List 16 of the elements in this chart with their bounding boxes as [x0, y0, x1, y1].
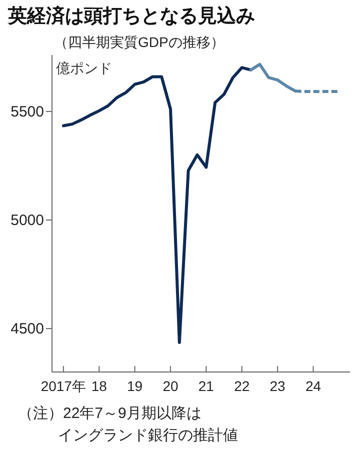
x-tick-label: 21 — [198, 378, 214, 394]
x-tick-label: 2017年 — [40, 378, 86, 394]
x-tick-label: 18 — [91, 378, 108, 394]
y-tick-label: 4500 — [10, 320, 44, 338]
chart-subtitle: （四半期実質GDPの推移） — [54, 34, 224, 50]
x-tick-label: 20 — [162, 378, 178, 394]
chart-title: 英経済は頭打ちとなる見込み — [7, 5, 255, 27]
y-axis-title: 億ポンド — [56, 60, 112, 76]
text: イングランド銀行の推計値 — [58, 427, 238, 444]
x-tick-label: 22 — [234, 378, 250, 394]
text: （注）22年7～9月期以降は — [18, 405, 202, 422]
y-tick-label: 5500 — [10, 103, 44, 120]
y-tick-label: 5000 — [10, 212, 44, 230]
x-tick-label: 19 — [127, 378, 143, 394]
x-tick-label: 24 — [305, 378, 322, 394]
x-tick-label: 23 — [270, 378, 286, 394]
